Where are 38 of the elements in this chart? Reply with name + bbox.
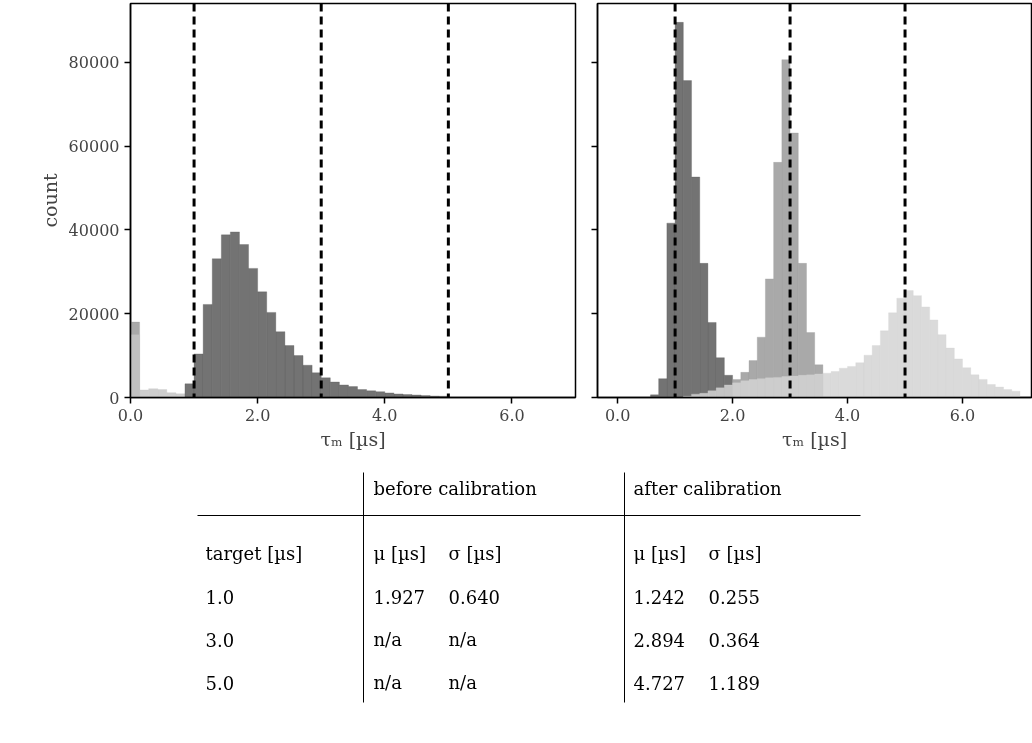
text: n/a — [373, 672, 403, 693]
text: 2.894 — [633, 629, 686, 651]
x-tick-label: 0.0 — [117, 405, 144, 425]
text: σ [µs] — [708, 543, 762, 564]
text: 0.640 — [448, 586, 501, 608]
y-axis-title: count — [38, 173, 61, 228]
x-axis-title: τₘ [µs] — [320, 427, 386, 450]
text: μ [µs] — [633, 543, 686, 564]
x-tick-label: 2.0 — [719, 405, 746, 425]
x-axis-title: τₘ [µs] — [781, 427, 848, 450]
text: 1.0 — [205, 586, 235, 608]
text: n/a — [448, 629, 478, 650]
y-tick-label: 80000 — [68, 53, 120, 73]
text: 0.364 — [708, 629, 761, 651]
y-tick-label: 60000 — [68, 137, 120, 157]
text: n/a — [448, 672, 478, 693]
y-tick-label: 0 — [109, 388, 120, 408]
x-tick-label: 4.0 — [834, 405, 861, 425]
text: 1.189 — [708, 672, 761, 694]
text: 0.255 — [708, 586, 761, 608]
y-tick-label: 20000 — [68, 304, 120, 324]
x-tick-label: 0.0 — [604, 405, 631, 425]
x-tick-label: 4.0 — [372, 405, 398, 425]
text: 1.242 — [633, 586, 686, 608]
text: after calibration — [633, 478, 783, 499]
text: σ [µs] — [448, 543, 502, 564]
text: μ [µs] — [373, 543, 426, 564]
y-tick-label: 40000 — [68, 220, 120, 240]
text: 3.0 — [205, 629, 235, 651]
text: 1.927 — [373, 586, 426, 608]
x-tick-label: 6.0 — [949, 405, 976, 425]
x-tick-label: 6.0 — [499, 405, 525, 425]
text: before calibration — [373, 478, 538, 499]
text: 4.727 — [633, 672, 686, 694]
x-tick-label: 2.0 — [244, 405, 271, 425]
text: n/a — [373, 629, 403, 650]
text: target [µs] — [205, 543, 303, 564]
text: 5.0 — [205, 672, 235, 694]
